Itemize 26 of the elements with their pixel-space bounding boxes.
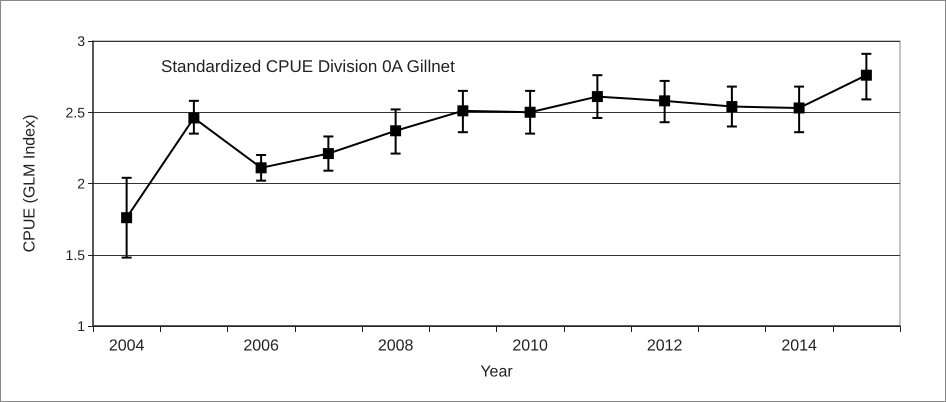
point bbox=[592, 91, 603, 102]
x-tick-label: 2004 bbox=[108, 338, 145, 354]
y-axis-title: CPUE (GLM Index) bbox=[22, 114, 38, 252]
point bbox=[256, 162, 267, 174]
y-tick-label: 1.5 bbox=[66, 246, 86, 263]
x-axis-title: Year bbox=[480, 364, 514, 380]
point bbox=[524, 106, 536, 118]
y-tick-label: 1 bbox=[77, 318, 86, 334]
y-tick-label: 2 bbox=[77, 176, 86, 192]
x-tick-label: 2012 bbox=[646, 338, 683, 354]
x-tick-label: 2006 bbox=[243, 338, 280, 354]
point bbox=[860, 70, 872, 81]
point bbox=[322, 148, 334, 160]
point bbox=[726, 101, 738, 112]
x-tick-label: 2008 bbox=[378, 338, 414, 354]
x-tick-label: 2014 bbox=[781, 338, 818, 354]
point bbox=[659, 95, 670, 106]
point bbox=[121, 212, 132, 224]
y-tick-label: 2.5 bbox=[66, 104, 86, 120]
point bbox=[390, 125, 402, 136]
point bbox=[457, 105, 468, 116]
point bbox=[794, 102, 805, 114]
y-tick-label: 3 bbox=[77, 33, 86, 49]
point bbox=[188, 112, 200, 124]
x-tick-label: 2010 bbox=[512, 338, 548, 354]
text: Standardized CPUE Division 0A Gillnet bbox=[161, 57, 456, 76]
